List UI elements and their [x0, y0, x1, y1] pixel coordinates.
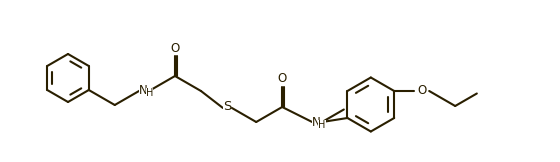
- Text: S: S: [223, 99, 231, 112]
- Text: O: O: [170, 41, 180, 54]
- Text: N: N: [139, 83, 148, 97]
- Text: H: H: [146, 88, 153, 98]
- Text: N: N: [312, 116, 320, 128]
- Text: H: H: [319, 120, 326, 130]
- Text: O: O: [278, 73, 287, 86]
- Text: O: O: [418, 85, 427, 98]
